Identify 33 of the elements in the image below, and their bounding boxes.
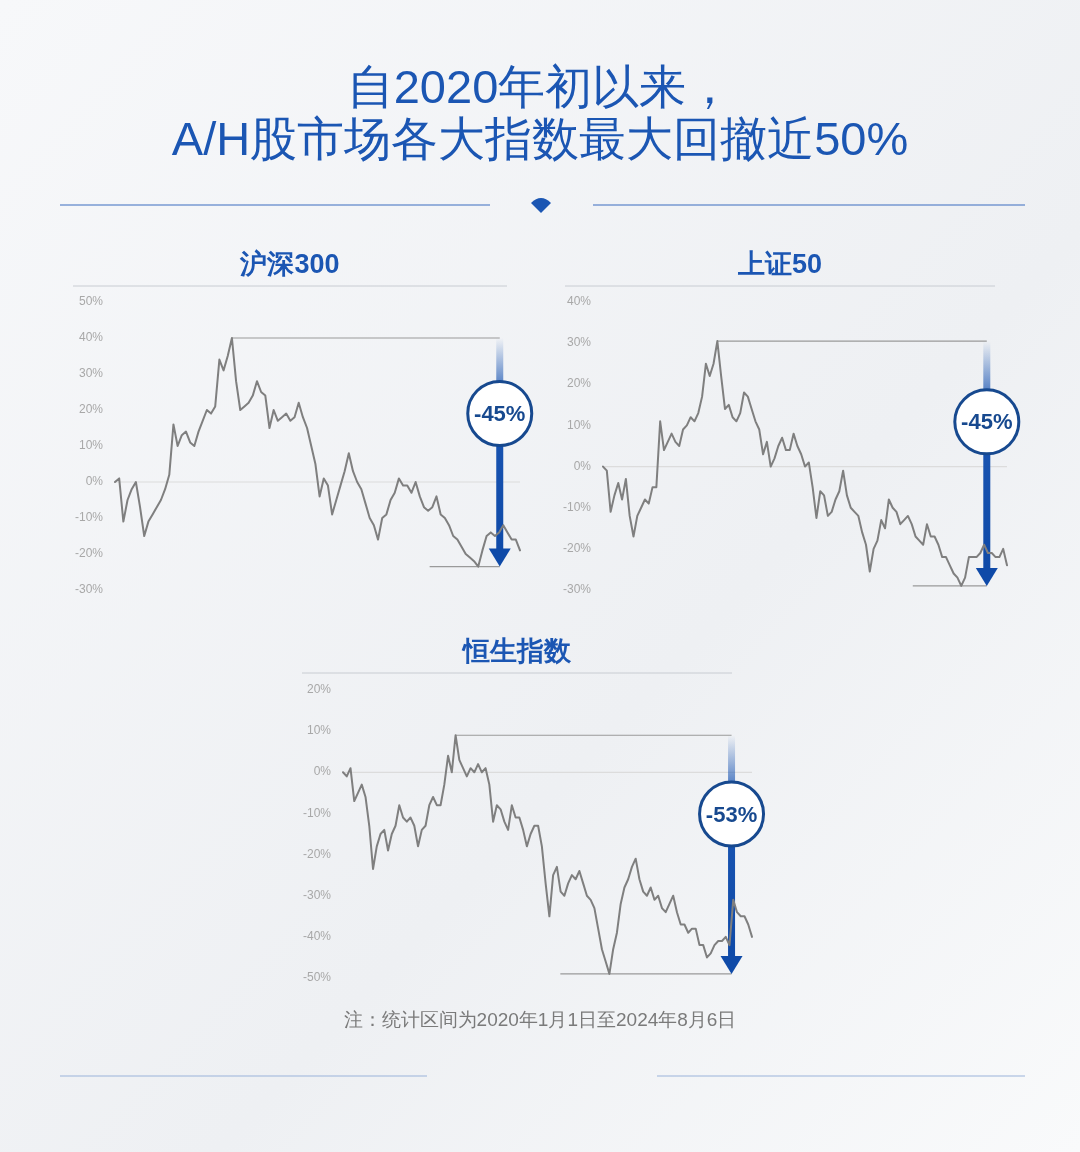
y-tick-label: 50% (78, 294, 104, 309)
y-tick-label: 0% (573, 458, 592, 473)
y-tick-label: -10% (562, 499, 592, 514)
y-tick-label: -10% (74, 510, 104, 525)
annotation: -45% (961, 409, 1013, 435)
text: 自2020年初以来， A/H股市场各大指数最大回撤近50% (171, 60, 909, 165)
y-tick-label: 40% (566, 294, 592, 309)
y-tick-label: 0% (313, 764, 332, 779)
y-tick-label: 20% (306, 682, 332, 697)
annotation: -53% (705, 801, 758, 827)
y-tick-label: -50% (302, 970, 332, 985)
y-tick-label: -30% (74, 582, 104, 597)
chart-title: 沪深300 (239, 249, 340, 279)
y-tick-label: -30% (302, 887, 332, 902)
y-tick-label: 30% (566, 335, 592, 350)
text: 注：统计区间为2020年1月1日至2024年8月6日 (343, 1009, 737, 1030)
y-tick-label: 20% (78, 402, 104, 417)
y-tick-label: -20% (562, 541, 592, 556)
y-tick-label: 0% (85, 474, 104, 489)
y-tick-label: -20% (302, 846, 332, 861)
y-tick-label: 10% (306, 723, 332, 738)
y-tick-label: -20% (74, 546, 104, 561)
y-tick-label: 10% (566, 417, 592, 432)
annotation: -45% (474, 400, 526, 426)
y-tick-label: 10% (78, 438, 104, 453)
y-tick-label: -40% (302, 929, 332, 944)
chart-title: 恒生指数 (461, 636, 572, 666)
y-tick-label: 20% (566, 376, 592, 391)
chart-title: 上证50 (736, 249, 823, 279)
y-tick-label: -30% (562, 582, 592, 597)
y-tick-label: -10% (302, 805, 332, 820)
y-tick-label: 30% (78, 366, 104, 381)
y-tick-label: 40% (78, 330, 104, 345)
